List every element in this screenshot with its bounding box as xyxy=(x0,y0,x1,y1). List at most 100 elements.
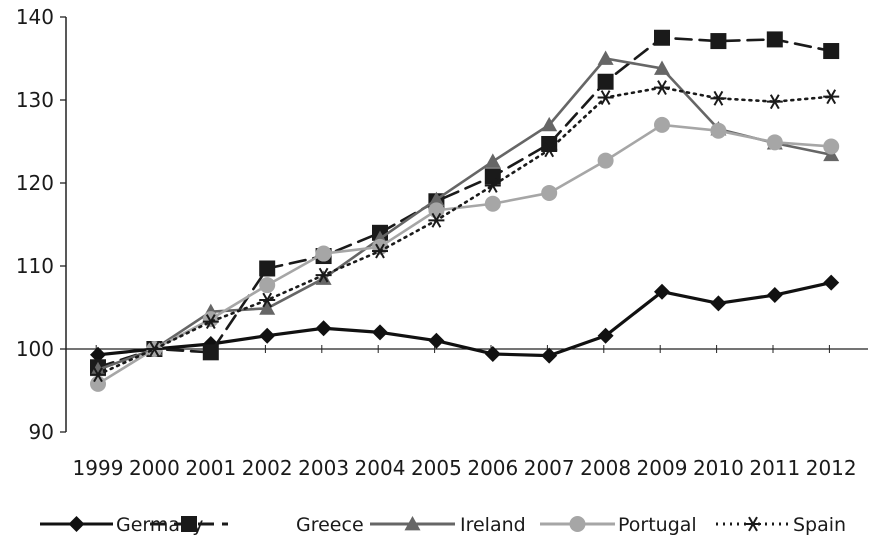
y-tick-label: 100 xyxy=(16,337,54,361)
legend-item-ireland: Ireland xyxy=(370,514,526,536)
data-point-germany xyxy=(259,327,276,344)
y-tick-label: 120 xyxy=(16,171,54,195)
asterisk-stroke xyxy=(149,341,160,357)
data-point-greece xyxy=(541,135,558,152)
x-tick-label: 2008 xyxy=(580,456,631,480)
data-point-spain xyxy=(146,341,163,357)
data-point-germany xyxy=(484,345,501,362)
data-point-spain xyxy=(259,292,276,308)
data-point-greece xyxy=(654,29,670,46)
series-germany xyxy=(90,274,840,364)
data-point-germany xyxy=(90,346,106,363)
series-spain xyxy=(90,80,840,383)
data-point-ireland xyxy=(90,361,106,377)
data-point-ireland xyxy=(484,153,501,168)
legend-item-portugal: Portugal xyxy=(540,514,697,536)
legend-item-spain: Spain xyxy=(716,514,846,536)
data-point-spain xyxy=(202,314,219,330)
data-point-ireland xyxy=(428,191,445,206)
legend-marker-spain xyxy=(745,516,761,532)
data-point-germany xyxy=(823,274,840,291)
data-point-ireland xyxy=(654,60,670,75)
data-point-greece xyxy=(484,168,501,185)
asterisk-stroke xyxy=(205,314,216,330)
data-point-greece xyxy=(259,260,276,277)
series-line-greece xyxy=(96,36,833,369)
data-point-greece xyxy=(823,43,840,60)
asterisk-stroke xyxy=(600,90,611,105)
series-portugal xyxy=(90,116,840,392)
x-tick-label: 2000 xyxy=(129,456,180,480)
asterisk-stroke xyxy=(375,243,385,259)
x-tick-label: 2001 xyxy=(185,456,236,480)
data-point-germany xyxy=(710,295,727,312)
data-point-germany xyxy=(654,283,670,300)
x-tick-label: 2010 xyxy=(693,456,744,480)
data-point-portugal xyxy=(766,134,783,151)
legend-label-portugal: Portugal xyxy=(618,514,697,536)
asterisk-stroke xyxy=(826,89,837,105)
data-point-greece xyxy=(766,31,783,48)
series-ireland xyxy=(90,50,840,377)
data-point-portugal xyxy=(484,195,501,212)
asterisk-stroke xyxy=(748,516,758,532)
data-point-spain xyxy=(372,243,388,259)
legend-marker-germany xyxy=(68,516,85,532)
legend-label-spain: Spain xyxy=(793,514,846,536)
data-point-spain xyxy=(766,94,783,110)
x-tick-label: 2003 xyxy=(298,456,349,480)
y-tick-label: 90 xyxy=(29,420,54,444)
legend-item-greece: Greece xyxy=(150,514,364,536)
asterisk-stroke xyxy=(769,94,780,110)
asterisk-stroke xyxy=(657,80,667,95)
asterisk-stroke xyxy=(544,142,555,158)
data-point-portugal xyxy=(710,122,727,139)
asterisk-stroke xyxy=(318,267,329,283)
data-point-spain xyxy=(710,90,727,106)
data-point-portugal xyxy=(541,184,558,201)
legend-label-ireland: Ireland xyxy=(460,514,526,536)
series-line-germany xyxy=(96,281,833,358)
data-point-portugal xyxy=(90,375,106,392)
series-line-portugal xyxy=(96,123,833,386)
data-point-portugal xyxy=(259,277,276,294)
data-point-germany xyxy=(372,324,388,341)
x-tick-label: 2005 xyxy=(411,456,462,480)
data-point-spain xyxy=(823,89,840,105)
data-point-germany xyxy=(541,347,558,364)
x-tick-label: 2004 xyxy=(355,456,406,480)
data-point-ireland xyxy=(541,116,558,132)
series-line-spain xyxy=(96,86,833,377)
data-point-portugal xyxy=(654,116,670,133)
data-point-germany xyxy=(315,320,332,337)
data-point-portugal xyxy=(823,138,840,155)
data-point-greece xyxy=(597,73,614,90)
legend-marker-greece xyxy=(181,516,197,532)
data-point-spain xyxy=(597,90,614,105)
data-point-ireland xyxy=(597,50,614,65)
data-point-ireland xyxy=(259,300,276,315)
legend-marker-portugal xyxy=(569,516,586,532)
data-point-spain xyxy=(654,80,670,95)
plot-area xyxy=(90,29,840,392)
x-tick-label: 1999 xyxy=(73,456,124,480)
legend-marker-ireland xyxy=(404,516,421,531)
data-point-spain xyxy=(428,212,445,228)
x-tick-label: 2009 xyxy=(637,456,688,480)
x-tick-label: 2012 xyxy=(806,456,857,480)
data-point-germany xyxy=(766,287,783,304)
asterisk-stroke xyxy=(713,90,724,106)
data-point-germany xyxy=(597,327,614,344)
y-tick-label: 130 xyxy=(16,88,54,112)
y-tick-label: 140 xyxy=(16,5,54,29)
data-point-spain xyxy=(315,267,332,283)
data-point-portugal xyxy=(597,152,614,169)
x-tick-label: 2011 xyxy=(749,456,800,480)
data-point-greece xyxy=(710,33,727,50)
legend-label-greece: Greece xyxy=(296,514,364,536)
data-point-germany xyxy=(428,332,445,349)
asterisk-stroke xyxy=(262,292,273,308)
y-tick-label: 110 xyxy=(16,254,54,278)
